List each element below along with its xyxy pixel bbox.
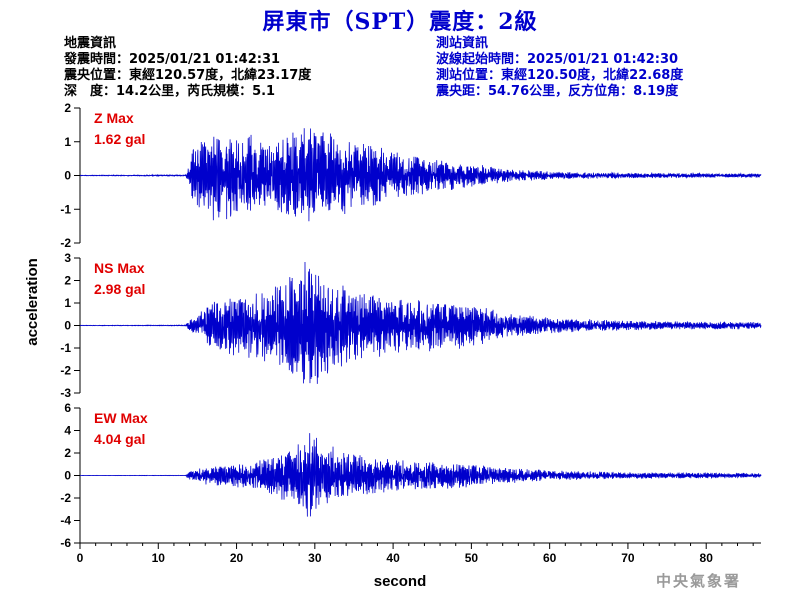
y-tick-label: 6: [64, 401, 71, 415]
y-tick-label: -4: [60, 514, 71, 528]
waveform-ns: [79, 262, 762, 384]
waveform-ew: [79, 433, 762, 517]
max-title-ew: EW Max: [94, 410, 148, 426]
y-tick-label: 2: [64, 101, 71, 115]
x-tick-label: 60: [543, 551, 557, 565]
y-tick-label: 0: [64, 469, 71, 483]
chart-title: 屏東市（SPT）震度：2級: [262, 9, 538, 35]
max-title-z: Z Max: [94, 110, 134, 126]
y-tick-label: -1: [60, 202, 71, 216]
x-tick-label: 30: [308, 551, 322, 565]
y-tick-label: -3: [60, 386, 71, 400]
y-tick-label: 1: [64, 296, 71, 310]
y-tick-label: -2: [60, 364, 71, 378]
y-axis-title: acceleration: [24, 258, 41, 346]
y-tick-label: 2: [64, 446, 71, 460]
x-tick-label: 50: [465, 551, 479, 565]
waveform-z: [79, 128, 762, 222]
origin-time: 發震時間：2025/01/21 01:42:31: [64, 52, 281, 67]
wave-start-time: 波線起始時間：2025/01/21 01:42:30: [436, 52, 679, 67]
epicenter-location: 震央位置：東經120.57度，北緯23.17度: [64, 68, 312, 83]
max-value-z: 1.62 gal: [94, 131, 145, 147]
earthquake-info-heading: 地震資訊: [64, 36, 117, 51]
y-tick-label: 0: [64, 169, 71, 183]
y-tick-label: -2: [60, 491, 71, 505]
x-axis-title: second: [374, 573, 427, 590]
max-title-ns: NS Max: [94, 260, 145, 276]
station-info-heading: 測站資訊: [436, 36, 489, 51]
y-tick-label: 3: [64, 251, 71, 265]
y-tick-label: -1: [60, 341, 71, 355]
y-tick-label: -6: [60, 536, 71, 550]
agency-credit: 中央氣象署: [656, 572, 742, 590]
x-tick-label: 0: [77, 551, 84, 565]
max-value-ew: 4.04 gal: [94, 431, 145, 447]
y-tick-label: 2: [64, 274, 71, 288]
epicentral-distance: 震央距：54.76公里，反方位角：8.19度: [436, 84, 679, 99]
x-tick-label: 10: [152, 551, 166, 565]
earthquake-info-block: 地震資訊 發震時間：2025/01/21 01:42:31 震央位置：東經120…: [64, 36, 311, 100]
x-tick-label: 40: [386, 551, 400, 565]
x-tick-label: 20: [230, 551, 244, 565]
x-tick-label: 70: [621, 551, 635, 565]
station-location: 測站位置：東經120.50度，北緯22.68度: [436, 68, 684, 83]
station-info-block: 測站資訊 波線起始時間：2025/01/21 01:42:30 測站位置：東經1…: [436, 36, 683, 100]
y-tick-label: 1: [64, 135, 71, 149]
depth-magnitude: 深 度：14.2公里，芮氏規模：5.1: [64, 84, 276, 99]
y-tick-label: 4: [64, 424, 71, 438]
y-tick-label: -2: [60, 236, 71, 250]
max-value-ns: 2.98 gal: [94, 281, 145, 297]
y-tick-label: 0: [64, 319, 71, 333]
x-tick-label: 80: [700, 551, 714, 565]
